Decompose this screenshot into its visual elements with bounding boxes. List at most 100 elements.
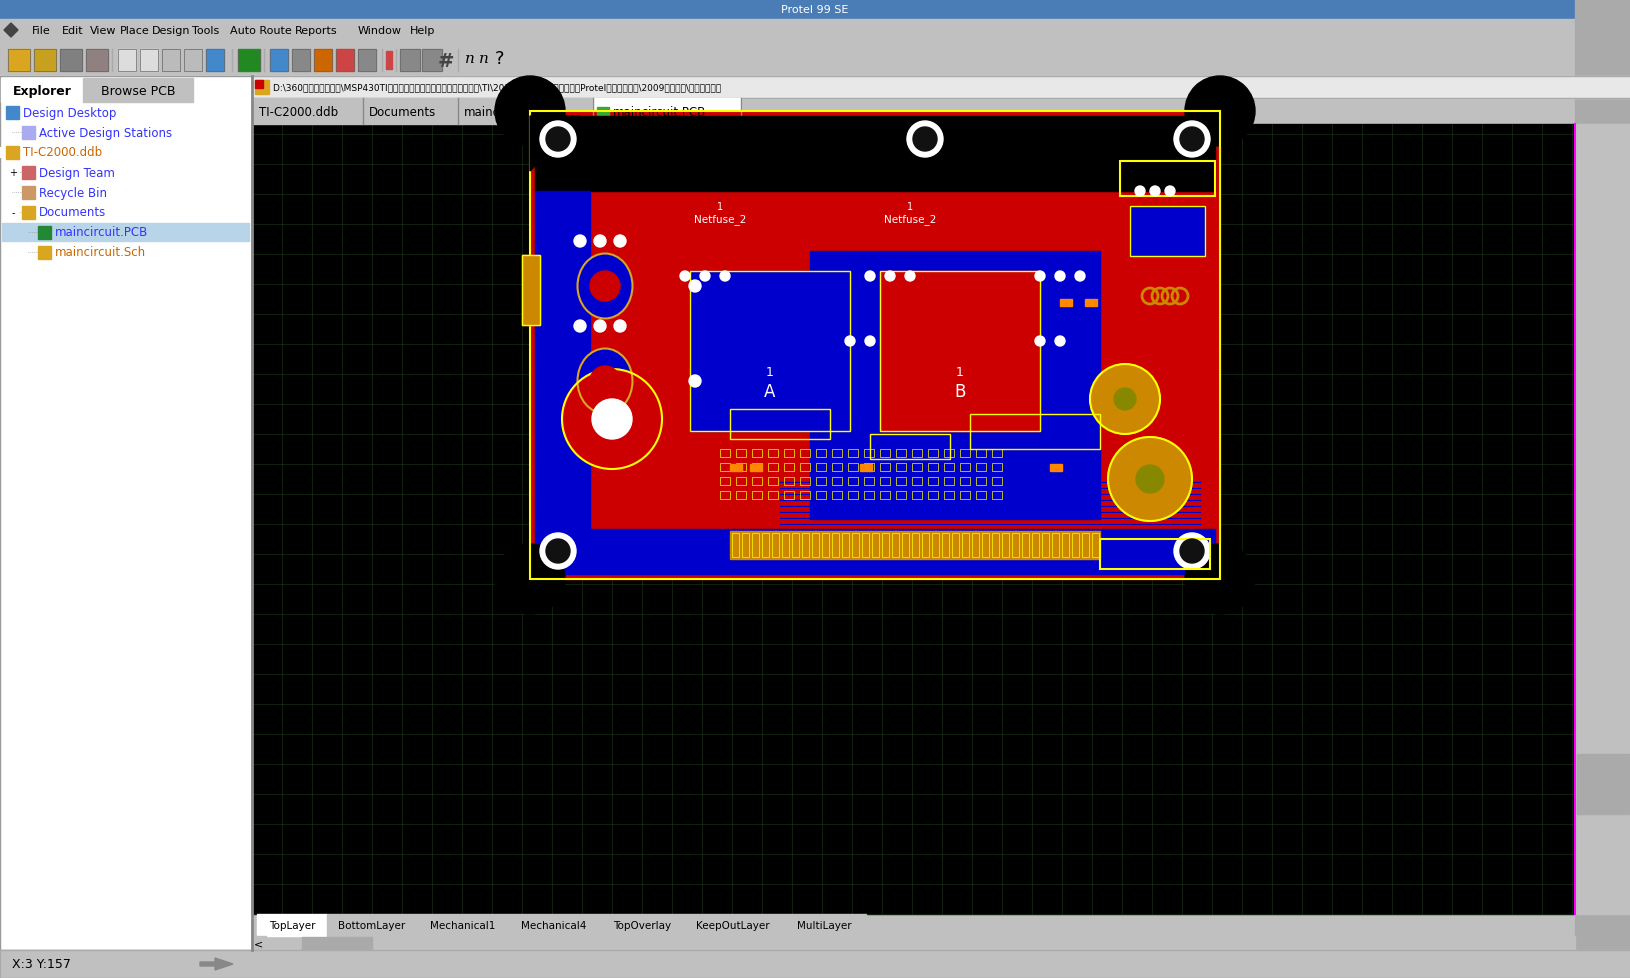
Bar xyxy=(1130,206,1205,257)
Bar xyxy=(292,50,310,72)
Bar xyxy=(535,117,1214,192)
Text: maincircuit.Sch: maincircuit.Sch xyxy=(55,246,147,259)
Bar xyxy=(815,477,825,485)
Bar xyxy=(792,533,799,557)
Bar xyxy=(522,255,540,326)
Bar xyxy=(1001,533,1009,557)
Bar xyxy=(1011,533,1019,557)
Text: Explorer: Explorer xyxy=(13,84,72,98)
Bar xyxy=(1120,161,1214,197)
Bar xyxy=(815,450,825,458)
Bar xyxy=(944,450,954,458)
Circle shape xyxy=(574,321,585,333)
Text: maincircuit.PCB: maincircuit.PCB xyxy=(613,106,706,118)
Bar xyxy=(363,99,458,125)
Text: TopOverlay: TopOverlay xyxy=(613,920,670,930)
Bar xyxy=(848,477,857,485)
Bar xyxy=(768,492,778,500)
Text: Protel 99 SE: Protel 99 SE xyxy=(781,5,848,15)
Bar xyxy=(1042,533,1048,557)
Circle shape xyxy=(688,376,701,387)
Text: TI-C2000.ddb: TI-C2000.ddb xyxy=(259,106,337,118)
Bar xyxy=(238,50,259,72)
Bar xyxy=(0,42,1630,77)
Bar xyxy=(960,477,970,485)
Bar xyxy=(784,477,794,485)
Circle shape xyxy=(1178,540,1203,563)
Bar xyxy=(960,450,970,458)
Text: Mechanical4: Mechanical4 xyxy=(522,920,587,930)
Bar xyxy=(117,50,135,72)
Bar xyxy=(535,192,590,529)
Bar xyxy=(895,477,905,485)
Bar xyxy=(971,533,978,557)
Bar xyxy=(848,464,857,471)
Bar xyxy=(931,533,939,557)
Text: Place: Place xyxy=(121,26,150,36)
Text: +: + xyxy=(10,168,16,178)
Bar xyxy=(831,492,841,500)
Bar xyxy=(0,950,1630,978)
Bar xyxy=(336,50,354,72)
Bar xyxy=(689,272,849,431)
Text: B: B xyxy=(954,382,965,401)
Bar xyxy=(253,99,363,125)
Text: maincircuit.Sch: maincircuit.Sch xyxy=(463,106,554,118)
Circle shape xyxy=(613,236,626,247)
Bar xyxy=(831,450,841,458)
Text: maincircuit.PCB: maincircuit.PCB xyxy=(55,226,148,240)
Text: A: A xyxy=(764,382,776,401)
Bar xyxy=(859,465,872,471)
Bar xyxy=(735,464,745,471)
Bar xyxy=(880,492,890,500)
Text: D:\360极速浏览器下载\MSP430TI历年获奖资料（程序、原理图、文档）\TI\2010年 C2000大赛资料含Protel文件和源代码\2009年一等奖: D:\360极速浏览器下载\MSP430TI历年获奖资料（程序、原理图、文档）\… xyxy=(272,83,720,92)
Circle shape xyxy=(1055,272,1064,282)
Circle shape xyxy=(1164,187,1174,197)
Bar xyxy=(37,246,51,260)
Circle shape xyxy=(613,321,626,333)
Text: TI-C2000.ddb: TI-C2000.ddb xyxy=(23,147,103,159)
Text: -: - xyxy=(11,207,15,218)
Bar xyxy=(851,533,859,557)
Bar xyxy=(161,50,179,72)
Text: KeepOutLayer: KeepOutLayer xyxy=(696,920,769,930)
Bar xyxy=(719,464,730,471)
Text: n: n xyxy=(479,52,489,66)
Bar xyxy=(0,77,253,950)
Bar xyxy=(921,533,929,557)
Bar xyxy=(399,50,421,72)
Bar xyxy=(21,167,34,180)
Bar xyxy=(2,79,83,103)
Bar xyxy=(2,224,249,242)
Text: Design Team: Design Team xyxy=(39,166,114,179)
Bar xyxy=(944,464,954,471)
Bar xyxy=(991,477,1001,485)
Bar xyxy=(1061,533,1068,557)
Text: BottomLayer: BottomLayer xyxy=(337,920,406,930)
Circle shape xyxy=(885,272,895,282)
Circle shape xyxy=(844,336,854,346)
Circle shape xyxy=(913,128,936,152)
Circle shape xyxy=(494,77,564,147)
Bar xyxy=(386,52,391,70)
Circle shape xyxy=(1089,365,1159,434)
Bar xyxy=(751,450,761,458)
Circle shape xyxy=(540,122,575,157)
Bar xyxy=(751,492,761,500)
Bar xyxy=(417,914,509,936)
Ellipse shape xyxy=(577,349,632,414)
Bar xyxy=(1130,206,1205,257)
Bar xyxy=(895,450,905,458)
Circle shape xyxy=(540,533,575,569)
Bar xyxy=(944,492,954,500)
Bar xyxy=(981,533,988,557)
Bar xyxy=(1060,299,1071,307)
Bar xyxy=(761,533,768,557)
Bar xyxy=(205,50,223,72)
Bar xyxy=(911,464,921,471)
Circle shape xyxy=(1134,187,1144,197)
Bar xyxy=(991,450,1001,458)
Circle shape xyxy=(1107,437,1192,521)
Bar xyxy=(927,450,937,458)
Bar xyxy=(21,206,34,220)
